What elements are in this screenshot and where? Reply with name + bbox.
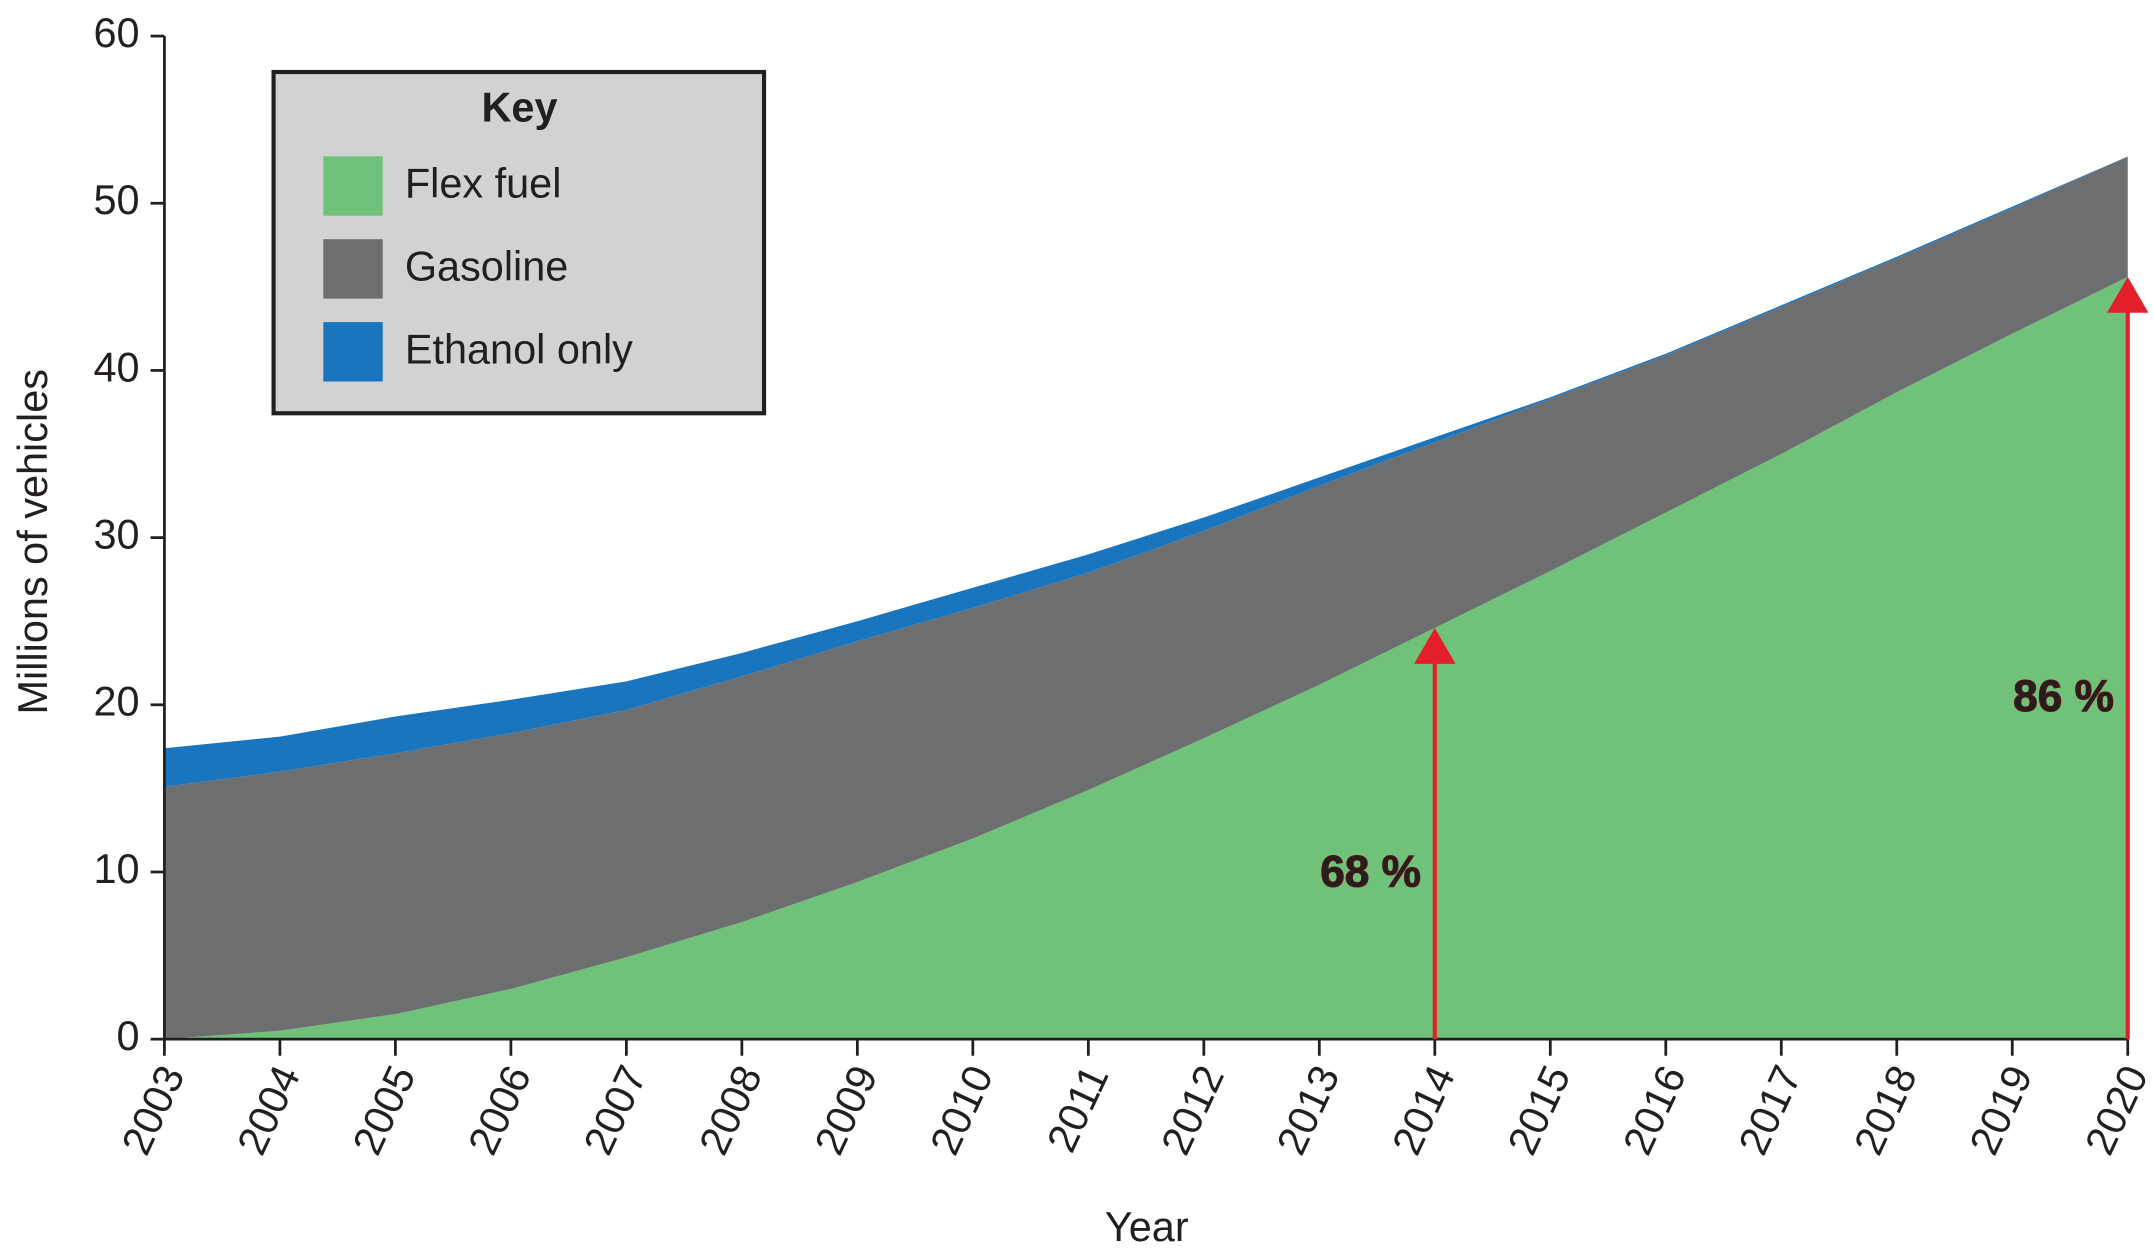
x-tick-label: 2005: [343, 1058, 425, 1161]
annotation-arrowhead: [2107, 276, 2149, 313]
y-tick-label: 40: [93, 343, 139, 390]
area: [164, 276, 2128, 1040]
x-tick-label: 2010: [920, 1058, 1002, 1161]
annotation-label: 68 %: [1320, 848, 1421, 897]
x-axis-label: Year: [1105, 1203, 1189, 1250]
annotation-label: 86 %: [2013, 672, 2114, 721]
x-tick-label: 2009: [805, 1058, 887, 1161]
y-tick-label: 0: [117, 1012, 140, 1059]
area: [164, 156, 2128, 787]
x-tick-label: 2016: [1613, 1058, 1695, 1161]
legend-swatch: [323, 156, 383, 216]
x-tick-label: 2006: [458, 1058, 540, 1161]
x-tick-label: 2019: [1960, 1058, 2042, 1161]
x-tick-label: 2008: [689, 1058, 771, 1161]
legend-label: Ethanol only: [405, 325, 633, 372]
x-tick-label: 2020: [2075, 1058, 2154, 1161]
area: [164, 156, 2128, 1040]
legend-swatch: [323, 239, 383, 299]
x-tick-label: 2004: [227, 1058, 309, 1161]
y-axis-label: Millions of vehicles: [9, 369, 56, 714]
annotation-arrowhead: [1414, 627, 1456, 664]
legend-swatch: [323, 322, 383, 382]
y-tick-label: 10: [93, 845, 139, 892]
legend: Key Flex fuel Gasoline Ethanol only: [271, 69, 767, 416]
y-tick-label: 50: [93, 176, 139, 223]
legend-title: Key: [481, 84, 557, 131]
x-tick-label: 2017: [1729, 1058, 1811, 1161]
legend-label: Gasoline: [405, 243, 569, 290]
x-tick-label: 2011: [1037, 1058, 1117, 1159]
x-tick-label: 2003: [112, 1058, 194, 1161]
x-tick-label: 2014: [1382, 1058, 1464, 1161]
x-tick-label: 2015: [1498, 1058, 1580, 1161]
x-tick-label: 2007: [574, 1058, 656, 1161]
x-tick-label: 2013: [1267, 1058, 1349, 1161]
legend-label: Flex fuel: [405, 160, 562, 207]
x-tick-label: 2018: [1844, 1058, 1926, 1161]
y-tick-label: 60: [93, 9, 139, 56]
x-tick-label: 2012: [1151, 1058, 1233, 1161]
y-tick-label: 20: [93, 678, 139, 725]
y-tick-label: 30: [93, 511, 139, 558]
